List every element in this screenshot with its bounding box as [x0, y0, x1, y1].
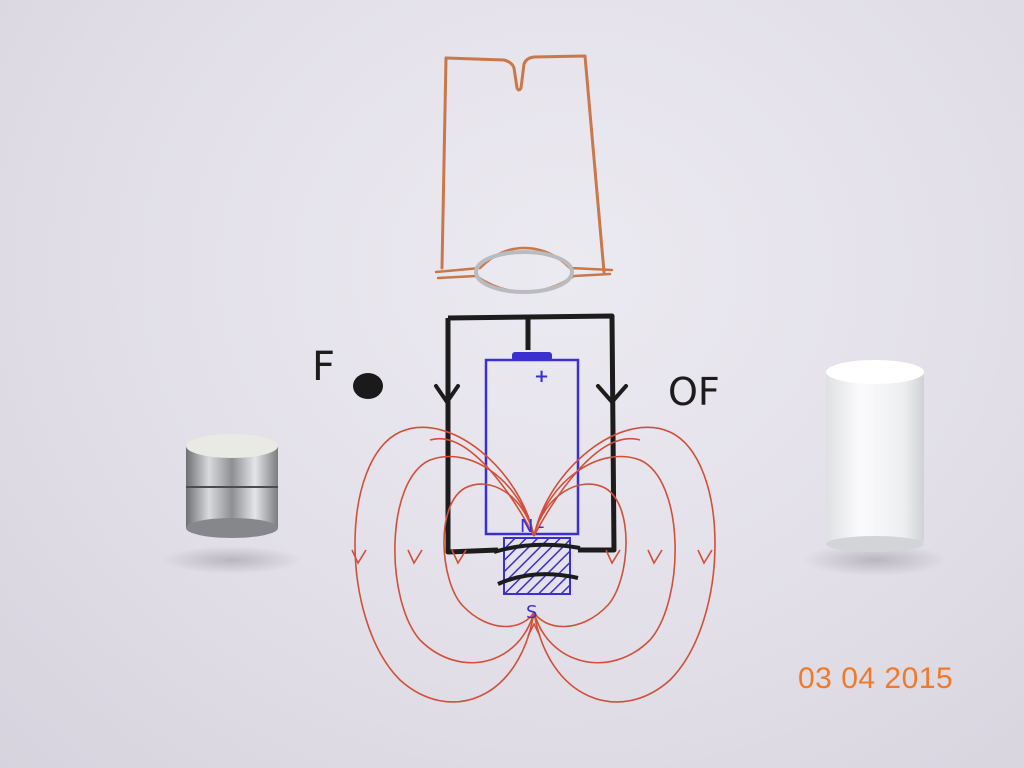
label-f-left: F — [312, 344, 335, 390]
current-arrows — [434, 384, 628, 406]
field-arrows — [351, 549, 713, 637]
ink-dot — [353, 373, 383, 399]
battery-plus-label: + — [534, 366, 549, 387]
white-cylinder — [803, 360, 947, 576]
magnet-minus-label: - — [538, 516, 545, 537]
label-of-right: OF — [668, 370, 720, 414]
wire-ring-base — [474, 250, 574, 294]
magnetic-field-lines — [354, 426, 716, 703]
circuit-loop-drawing — [445, 313, 617, 555]
neodymium-magnet-stack — [162, 434, 302, 574]
magnet-south-label: S — [526, 602, 537, 623]
magnet-drawing — [493, 537, 581, 595]
copper-wire-frame — [434, 54, 614, 294]
battery-drawing — [484, 352, 580, 536]
magnet-north-label: N — [520, 516, 533, 537]
date-stamp: 03 04 2015 — [798, 662, 954, 695]
